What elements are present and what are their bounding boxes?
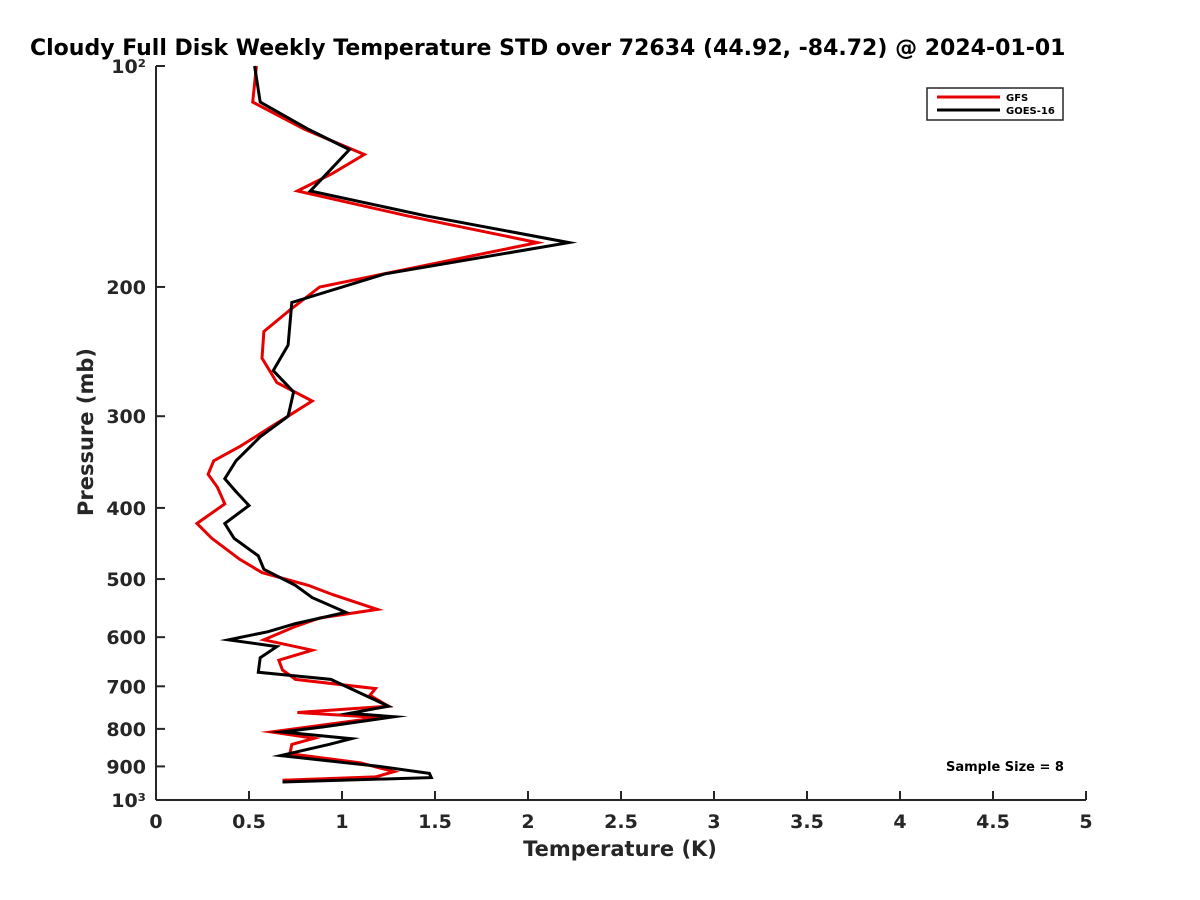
legend: GFS GOES-16 xyxy=(926,87,1064,121)
x-axis-label: Temperature (K) xyxy=(523,837,717,861)
y-tick-label: 500 xyxy=(106,569,146,591)
y-tick-label: 800 xyxy=(106,719,146,741)
legend-label-goes16: GOES-16 xyxy=(1006,106,1055,117)
sample-size-annotation: Sample Size = 8 xyxy=(946,760,1064,775)
x-tick-label: 2 xyxy=(521,811,534,833)
legend-label-gfs: GFS xyxy=(1006,93,1028,104)
y-tick-label: 10² xyxy=(111,56,146,78)
x-axis: 0 0.5 1 1.5 2 2.5 3 3.5 4 4.5 5 xyxy=(149,791,1093,833)
legend-box xyxy=(926,87,1064,121)
x-tick-label: 3 xyxy=(707,811,720,833)
y-axis: 10² 200 300 400 500 600 700 800 900 10³ xyxy=(106,56,165,812)
y-tick-label: 200 xyxy=(106,277,146,299)
x-tick-label: 5 xyxy=(1079,811,1092,833)
x-tick-label: 1 xyxy=(335,811,348,833)
x-tick-label: 2.5 xyxy=(604,811,638,833)
y-tick-label: 600 xyxy=(106,627,146,649)
y-tick-label: 900 xyxy=(106,756,146,778)
y-tick-label: 400 xyxy=(106,498,146,520)
x-tick-label: 0.5 xyxy=(232,811,266,833)
y-tick-label: 700 xyxy=(106,676,146,698)
x-tick-label: 0 xyxy=(149,811,162,833)
y-tick-label: 300 xyxy=(106,406,146,428)
series-line-gfs xyxy=(194,65,545,782)
y-tick-label: 10³ xyxy=(111,790,146,812)
y-axis-label: Pressure (mb) xyxy=(74,348,98,516)
x-tick-label: 1.5 xyxy=(418,811,452,833)
x-tick-label: 4.5 xyxy=(976,811,1010,833)
x-tick-label: 3.5 xyxy=(790,811,824,833)
chart-title: Cloudy Full Disk Weekly Temperature STD … xyxy=(30,36,1065,61)
x-tick-label: 4 xyxy=(893,811,906,833)
series-line-goes16 xyxy=(219,65,578,784)
series-points-gfs xyxy=(195,65,538,782)
series-layer xyxy=(194,65,578,784)
